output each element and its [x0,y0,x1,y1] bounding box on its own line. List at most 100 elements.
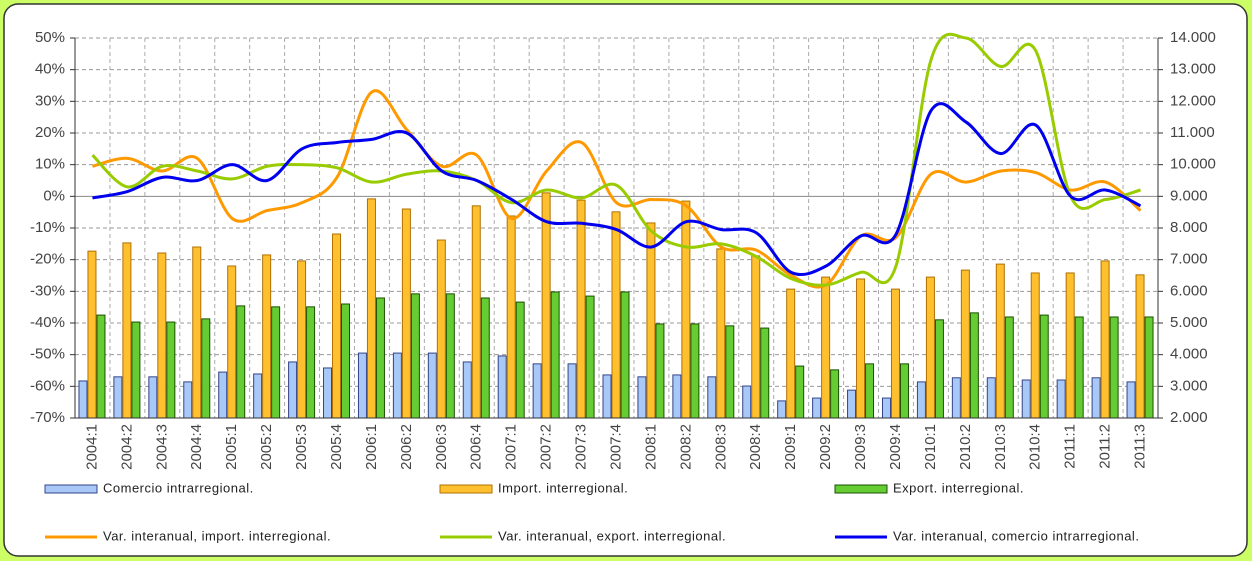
bar [751,255,761,419]
x-tick-label: 2006:2 [398,424,415,470]
bar [707,376,717,419]
bar [821,276,831,419]
line [92,102,1142,277]
y-tick-label: -30% [30,282,65,299]
x-tick-label: 2005:1 [223,424,240,470]
bar [986,377,996,419]
bar [611,211,621,419]
bar [183,381,193,419]
bar [357,352,367,419]
bar [576,199,586,419]
bar [157,252,167,419]
legend-swatch [834,484,888,494]
x-tick-label: 2006:1 [363,424,380,470]
y-tick-label: 50% [35,29,65,46]
bar [567,363,577,419]
legend-label: Comercio intrarregional. [103,480,254,495]
y2-tick-label: 6.000 [1170,282,1208,299]
lines [91,32,1142,289]
bar [646,222,656,419]
bar [96,314,106,419]
bar [1004,316,1014,419]
bar [620,291,630,419]
bar [1039,314,1049,419]
bar [253,373,263,419]
bar [497,355,507,419]
y2-tick-label: 11.000 [1170,124,1215,141]
x-tick-label: 2010:1 [922,424,939,470]
bar [1065,272,1075,419]
bar [1109,316,1119,419]
bar [856,278,866,419]
bar [131,321,141,419]
bar [288,361,298,419]
x-tick-label: 2011:1 [1062,424,1079,469]
bar [725,325,735,419]
x-tick-label: 2006:3 [433,424,450,470]
bars [78,192,1154,419]
x-tick-label: 2010:2 [957,424,974,470]
bar [672,374,682,419]
bar [1126,381,1136,419]
y2-tick-label: 3.000 [1170,377,1208,394]
y-tick-label: 20% [35,124,65,141]
bar [392,352,402,419]
bar [1091,377,1101,419]
bar [795,365,805,419]
bar [297,260,307,419]
bar [1135,274,1145,419]
bar [847,389,857,419]
x-tick-label: 2009:2 [817,424,834,470]
legend-label: Export. interregional. [893,480,1024,495]
y2-tick-label: 2.000 [1170,409,1208,426]
x-tick-label: 2009:3 [852,424,869,470]
bar [113,376,123,419]
bar [550,291,560,419]
bar [541,192,551,419]
y2-tick-label: 13.000 [1170,61,1216,78]
bar [227,265,237,419]
line [91,32,1141,287]
bar [1056,379,1066,419]
x-tick-label: 2007:4 [607,424,624,470]
bar [462,361,472,419]
y-tick-label: 40% [35,61,65,78]
bar [192,246,202,419]
x-tick-label: 2005:3 [293,424,310,470]
bar [201,318,211,419]
y-tick-label: -60% [30,377,65,394]
y2-tick-label: 7.000 [1170,251,1208,268]
bar [742,385,752,419]
bar [777,400,787,419]
x-tick-label: 2007:2 [538,424,555,470]
legend-label: Var. interanual, comercio intrarregional… [893,528,1139,543]
bar [716,248,726,419]
bar [1021,379,1031,419]
bar [881,397,891,419]
x-tick-label: 2009:4 [887,424,904,470]
bar [218,371,228,419]
x-tick-label: 2011:3 [1132,424,1149,469]
bar [1074,316,1084,419]
bar [602,374,612,419]
x-tick-label: 2008:1 [642,424,659,470]
y-tick-label: -10% [30,219,65,236]
y2-tick-label: 10.000 [1170,156,1216,173]
bar [681,200,691,419]
legend-swatch [439,484,493,494]
bar [122,242,132,419]
x-tick-label: 2007:3 [573,424,590,470]
bar [332,233,342,419]
x-tick-label: 2010:4 [1027,424,1044,470]
y-tick-label: -70% [30,409,65,426]
bar [445,293,455,419]
bar [410,293,420,419]
bar [471,205,481,419]
bar [78,380,88,419]
x-tick-label: 2004:2 [118,424,135,470]
bar [506,215,516,419]
x-tick-label: 2010:3 [992,424,1009,470]
y2-tick-label: 8.000 [1170,219,1208,236]
y-tick-label: 30% [35,92,65,109]
